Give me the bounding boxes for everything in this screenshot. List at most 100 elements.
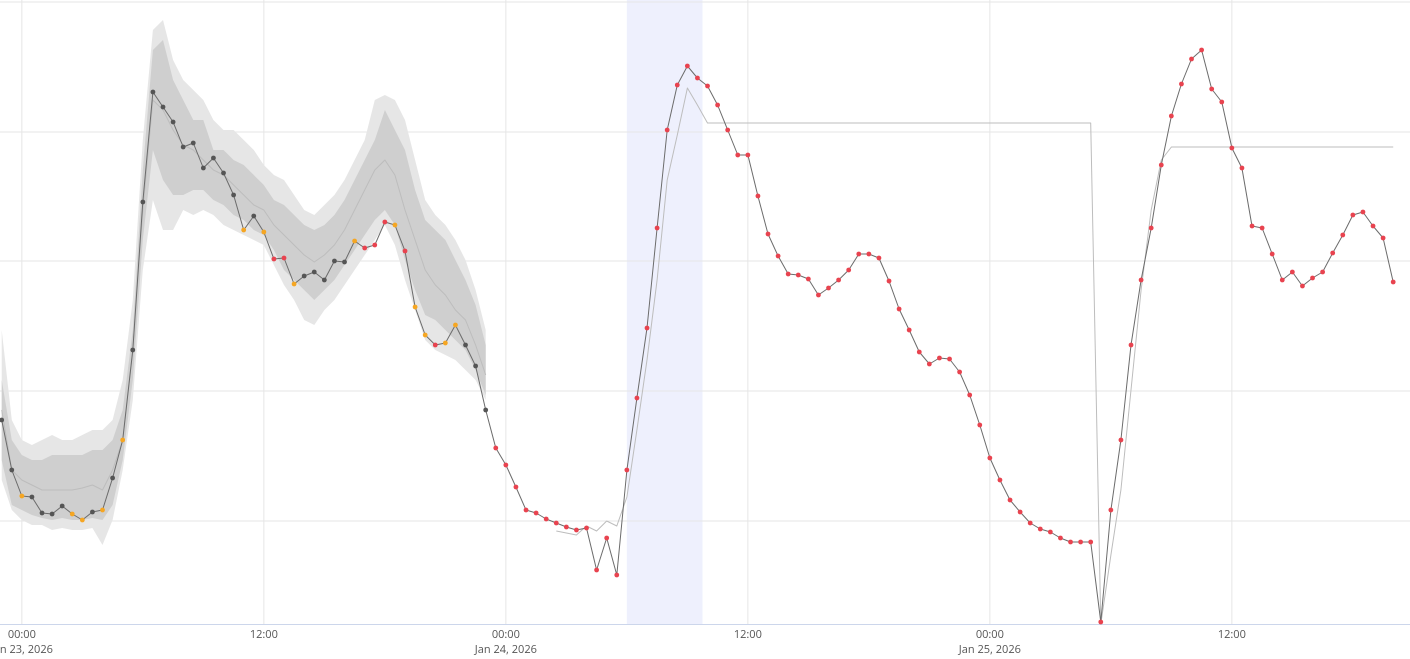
observed-point	[644, 325, 650, 331]
observed-point	[816, 292, 821, 298]
observed-point	[301, 273, 307, 279]
observed-point	[725, 127, 731, 133]
x-tick-label: 12:00	[1218, 627, 1246, 642]
observed-point	[664, 127, 670, 133]
x-tick-label: 00:00	[976, 627, 1004, 642]
observed-point	[705, 83, 710, 89]
x-tick-date-label: Jan 23, 2026	[0, 642, 53, 657]
observed-point	[221, 170, 226, 176]
observed-point	[59, 503, 65, 509]
observed-point	[1289, 269, 1295, 275]
observed-point	[503, 462, 509, 468]
observed-point	[1340, 232, 1346, 238]
observed-point	[916, 349, 922, 355]
observed-point	[1037, 526, 1043, 532]
observed-point	[1108, 507, 1114, 513]
observed-point	[251, 213, 257, 219]
observed-point	[180, 144, 186, 150]
x-tick-label: 00:00	[492, 627, 520, 642]
observed-point	[684, 63, 690, 69]
observed-point	[453, 322, 458, 328]
observed-point	[1078, 539, 1084, 545]
observed-point	[926, 361, 932, 367]
observed-point	[553, 520, 559, 526]
observed-point	[876, 255, 882, 261]
observed-point	[947, 356, 952, 362]
observed-point	[1027, 520, 1033, 526]
observed-point	[886, 278, 892, 284]
observed-point	[483, 407, 489, 413]
observed-point	[1118, 437, 1124, 443]
observed-point	[1390, 279, 1396, 285]
observed-point	[1088, 539, 1094, 545]
observed-point	[1320, 269, 1326, 275]
observed-point	[190, 140, 196, 146]
observed-point	[1350, 212, 1356, 218]
observed-point	[563, 524, 569, 530]
observed-point	[9, 467, 15, 473]
observed-point	[39, 510, 45, 516]
observed-point	[1219, 99, 1225, 105]
observed-point	[745, 152, 751, 158]
observed-point	[775, 253, 781, 259]
observed-point	[432, 342, 438, 348]
observed-point	[140, 199, 146, 205]
observed-point	[1168, 113, 1174, 119]
observed-point	[715, 102, 721, 108]
band	[1, 40, 486, 520]
observed-point	[321, 277, 327, 283]
observed-point	[755, 193, 761, 199]
observed-point	[170, 119, 176, 125]
observed-point	[110, 475, 115, 481]
x-tick-date-label: Jan 24, 2026	[474, 642, 537, 657]
observed-point	[1017, 509, 1023, 515]
observed-point	[19, 493, 25, 499]
observed-point	[977, 422, 983, 428]
observed-point	[997, 477, 1003, 483]
observed-point	[1229, 145, 1235, 151]
observed-point	[654, 225, 660, 231]
observed-point	[624, 467, 630, 473]
observed-point	[957, 369, 963, 375]
observed-point	[1128, 342, 1134, 348]
observed-point	[211, 155, 216, 161]
observed-point	[372, 242, 378, 248]
observed-point	[473, 363, 479, 369]
observed-point	[1310, 275, 1315, 281]
observed-point	[1370, 223, 1376, 229]
observed-point	[1269, 251, 1275, 257]
x-tick-label: 12:00	[734, 627, 762, 642]
observed-point	[1209, 86, 1215, 92]
observed-point	[604, 535, 610, 541]
baseline-line	[1, 87, 1394, 625]
observed-point	[785, 271, 791, 277]
observed-point	[442, 340, 448, 346]
observed-point	[594, 567, 600, 573]
observed-point	[382, 219, 388, 225]
observed-point	[463, 342, 468, 348]
observed-point	[1380, 235, 1386, 241]
observed-point	[906, 327, 912, 333]
observed-point	[1300, 283, 1305, 289]
x-tick-label: 12:00	[250, 627, 278, 642]
observed-point	[765, 231, 771, 237]
observed-point	[422, 332, 428, 338]
observed-point	[533, 510, 539, 516]
observed-point	[826, 285, 831, 291]
observed-point	[523, 507, 529, 513]
observed-point	[513, 484, 519, 490]
observed-point	[200, 165, 206, 171]
observed-point	[291, 281, 297, 287]
observed-point	[695, 75, 700, 81]
observed-point	[69, 511, 75, 517]
observed-point	[896, 306, 902, 312]
observed-point	[674, 82, 680, 88]
observed-point	[29, 494, 35, 500]
observed-point	[0, 417, 5, 423]
observed-point	[735, 152, 741, 158]
observed-point	[795, 272, 801, 278]
observed-point	[1068, 539, 1073, 545]
observed-point	[150, 89, 156, 95]
observed-point	[79, 517, 85, 523]
